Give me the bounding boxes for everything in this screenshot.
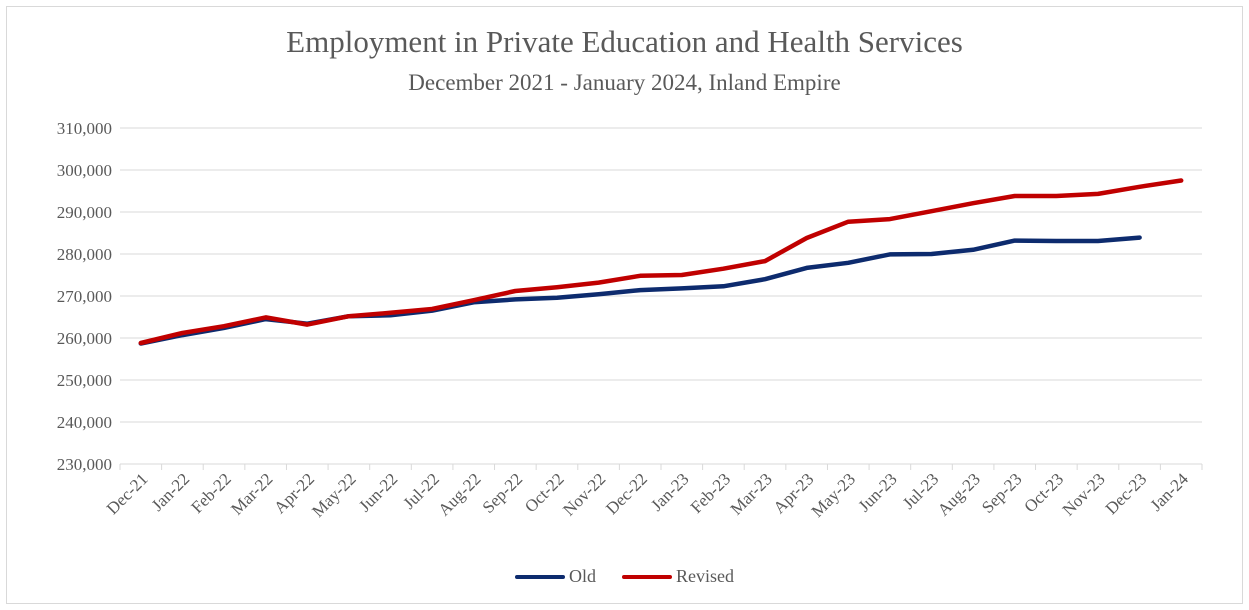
- legend-label-old: Old: [569, 566, 596, 586]
- x-tick-label: Jan-22: [148, 469, 193, 514]
- y-tick-label: 240,000: [57, 413, 112, 432]
- chart-title: Employment in Private Education and Heal…: [286, 24, 963, 59]
- chart-subtitle: December 2021 - January 2024, Inland Emp…: [408, 70, 841, 95]
- y-tick-label: 300,000: [57, 161, 112, 180]
- x-tick-label: May-23: [808, 469, 859, 520]
- y-tick-label: 280,000: [57, 245, 112, 264]
- x-tick-label: Dec-22: [602, 469, 651, 518]
- legend-label-revised: Revised: [676, 566, 734, 586]
- legend-swatch-old: [515, 574, 565, 579]
- x-tick-label: Nov-22: [559, 469, 609, 519]
- legend-item-revised: Revised: [622, 566, 734, 587]
- series-line-revised: [138, 178, 1184, 346]
- x-tick-label: Jan-24: [1147, 469, 1193, 515]
- x-tick-label: Jan-23: [647, 469, 692, 514]
- x-tick-label: Jun-23: [855, 469, 901, 515]
- x-tick-label: Jun-22: [355, 469, 401, 515]
- x-tick-label: Mar-22: [227, 469, 276, 518]
- legend: Old Revised: [0, 566, 1249, 587]
- x-tick-label: Oct-23: [1020, 469, 1067, 516]
- x-tick-label: Aug-23: [934, 469, 984, 519]
- x-tick-label: Aug-22: [434, 469, 484, 519]
- x-tick-label: Mar-23: [727, 469, 776, 518]
- x-tick-label: Dec-21: [103, 469, 152, 518]
- x-tick-label: May-22: [308, 469, 359, 520]
- y-tick-label: 270,000: [57, 287, 112, 306]
- y-tick-label: 310,000: [57, 119, 112, 138]
- legend-swatch-revised: [622, 574, 672, 579]
- y-tick-label: 230,000: [57, 455, 112, 474]
- x-tick-label: Oct-22: [521, 469, 568, 516]
- chart-frame: [6, 6, 1243, 604]
- x-tick-label: Feb-22: [187, 469, 234, 516]
- legend-item-old: Old: [515, 566, 596, 587]
- x-tick-label: Dec-23: [1102, 469, 1151, 518]
- y-tick-label: 250,000: [57, 371, 112, 390]
- x-tick-label: Nov-23: [1059, 469, 1109, 519]
- y-tick-label: 260,000: [57, 329, 112, 348]
- x-tick-label: Sep-22: [479, 469, 526, 516]
- y-tick-label: 290,000: [57, 203, 112, 222]
- x-tick-label: Sep-23: [978, 469, 1025, 516]
- x-tick-label: Feb-23: [687, 469, 734, 516]
- series-line-old: [138, 235, 1142, 346]
